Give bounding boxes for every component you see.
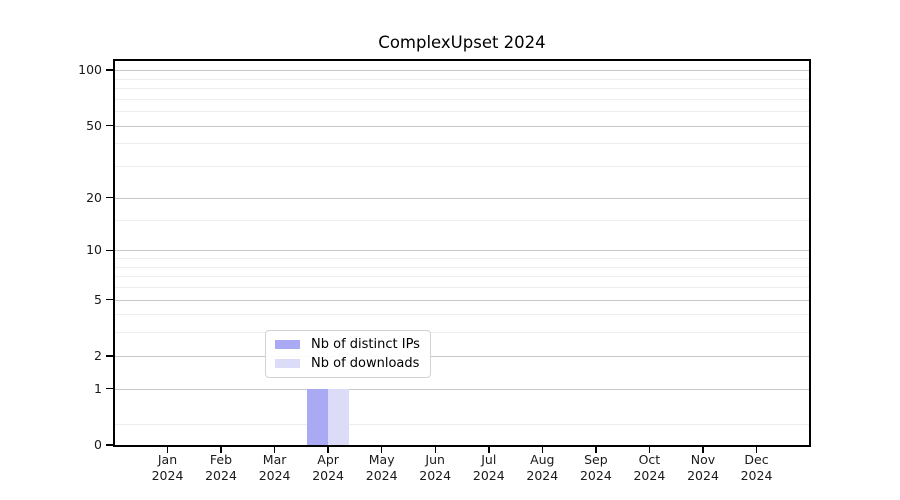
x-tick-label: Nov 2024 (687, 452, 719, 483)
y-tick-mark (106, 444, 113, 446)
y-tick-label: 2 (94, 347, 102, 363)
x-tick-mark (488, 447, 490, 453)
gridline-minor (115, 166, 809, 168)
x-tick-mark (434, 447, 436, 453)
legend-row: Nb of downloads (275, 356, 420, 371)
gridline-minor (115, 111, 809, 113)
x-tick-mark (648, 447, 651, 453)
gridline-major (115, 70, 809, 72)
y-tick-mark (106, 249, 113, 251)
x-tick-label: Apr 2024 (312, 452, 344, 483)
gridline-minor (115, 78, 809, 80)
gridline-minor (115, 286, 809, 288)
x-tick-label: Oct 2024 (633, 452, 666, 483)
bar-distinct-ips (307, 388, 329, 445)
x-tick-mark (220, 447, 222, 453)
legend: Nb of distinct IPs Nb of downloads (265, 330, 431, 378)
x-tick-mark (273, 447, 276, 453)
plot-area (113, 59, 811, 447)
y-tick-mark (106, 355, 113, 357)
gridline-major (115, 299, 809, 301)
gridline-minor (115, 98, 809, 100)
gridline-minor (115, 258, 809, 259)
x-tick-label: Jul 2024 (472, 452, 505, 483)
y-tick-label: 100 (78, 62, 102, 78)
x-tick-label: May 2024 (365, 452, 398, 483)
x-tick-mark (702, 447, 704, 453)
x-tick-mark (327, 447, 329, 453)
x-tick-label: Aug 2024 (526, 452, 559, 483)
chart-title: ComplexUpset 2024 (378, 33, 546, 52)
y-tick-mark (106, 298, 113, 301)
y-tick-label: 50 (86, 117, 102, 133)
y-tick-label: 5 (94, 291, 102, 307)
x-tick-label: Jun 2024 (419, 452, 452, 483)
x-tick-label: Feb 2024 (205, 452, 237, 483)
gridline-minor (115, 88, 809, 89)
y-tick-mark (106, 124, 113, 127)
x-tick-label: Mar 2024 (258, 452, 291, 483)
legend-swatch-downloads (275, 359, 300, 368)
gridline-minor (115, 143, 809, 145)
x-tick-label: Dec 2024 (740, 452, 773, 483)
bar-downloads (328, 388, 350, 445)
x-tick-mark (166, 447, 169, 453)
gridline-minor (115, 423, 809, 425)
x-tick-mark (755, 447, 758, 453)
gridline-minor (115, 332, 809, 334)
gridline-major (115, 125, 809, 127)
y-tick-mark (106, 69, 113, 71)
y-tick-mark (106, 387, 113, 390)
gridline-major (115, 250, 809, 252)
gridline-minor (115, 276, 809, 278)
x-tick-mark (595, 447, 597, 453)
gridline-major (115, 355, 809, 357)
gridline-major (115, 388, 809, 390)
gridline-minor (115, 314, 809, 316)
gridline-minor (115, 219, 809, 221)
x-tick-mark (380, 447, 383, 453)
y-tick-label: 10 (86, 242, 102, 258)
x-tick-mark (541, 447, 544, 453)
x-tick-label: Sep 2024 (579, 452, 612, 483)
legend-label: Nb of distinct IPs (311, 337, 420, 352)
legend-label: Nb of downloads (311, 356, 420, 371)
y-tick-mark (106, 196, 113, 199)
y-tick-label: 0 (94, 437, 102, 452)
gridline-major (115, 197, 809, 199)
x-tick-label: Jan 2024 (151, 452, 184, 483)
y-tick-label: 1 (94, 380, 102, 396)
legend-swatch-distinct-ips (275, 340, 300, 349)
legend-row: Nb of distinct IPs (275, 337, 420, 352)
y-tick-label: 20 (86, 189, 102, 205)
gridline-minor (115, 266, 809, 268)
